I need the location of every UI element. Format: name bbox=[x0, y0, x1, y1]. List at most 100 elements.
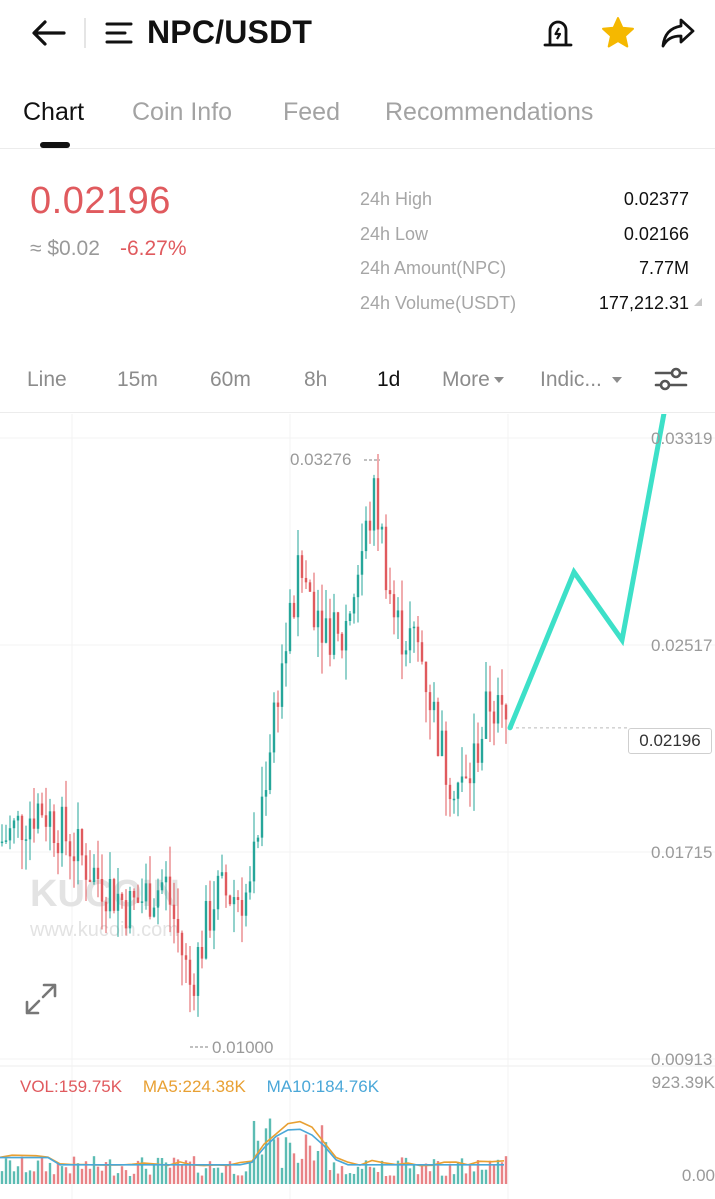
volume-bar bbox=[232, 1173, 236, 1184]
volume-bar bbox=[24, 1172, 28, 1184]
volume-bar bbox=[396, 1160, 400, 1184]
volume-bar bbox=[96, 1166, 100, 1184]
candle-body bbox=[80, 829, 84, 856]
candle-body bbox=[24, 839, 28, 841]
volume-bar bbox=[380, 1160, 384, 1184]
chart-grid bbox=[0, 414, 715, 1199]
volume-bar bbox=[340, 1166, 344, 1184]
candle-body bbox=[256, 837, 260, 842]
candle-body bbox=[356, 574, 360, 598]
volume-bar bbox=[76, 1163, 80, 1184]
candle-body bbox=[236, 897, 240, 900]
candlestick-chart[interactable]: KUCOIN www.kucoin.com 0.03319 0.02517 0.… bbox=[0, 414, 715, 1199]
tabs-divider bbox=[0, 148, 715, 149]
volume-bar bbox=[216, 1167, 220, 1184]
volume-bar bbox=[4, 1158, 8, 1184]
volume-bar bbox=[400, 1157, 404, 1184]
volume-bar bbox=[352, 1173, 356, 1184]
candle-body bbox=[376, 478, 380, 530]
candle-body bbox=[400, 610, 404, 655]
candle-body bbox=[452, 798, 456, 801]
interval-more-label: More bbox=[442, 368, 490, 391]
price-alert-icon[interactable] bbox=[542, 16, 574, 50]
tab-recommendations[interactable]: Recommendations bbox=[385, 98, 594, 126]
candle-body bbox=[184, 955, 188, 960]
volume-bar bbox=[460, 1158, 464, 1184]
tab-feed[interactable]: Feed bbox=[283, 98, 340, 126]
volume-bar bbox=[408, 1168, 412, 1184]
volume-bar bbox=[148, 1174, 152, 1184]
pair-title[interactable]: NPC/USDT bbox=[147, 14, 313, 50]
volume-bar bbox=[300, 1158, 304, 1184]
candle-body bbox=[328, 618, 332, 655]
tab-chart[interactable]: Chart bbox=[23, 98, 85, 126]
candle-body bbox=[220, 872, 224, 876]
volume-bar bbox=[192, 1156, 196, 1184]
candle-body bbox=[252, 841, 256, 882]
candle-body bbox=[472, 743, 476, 784]
menu-icon[interactable] bbox=[105, 21, 133, 45]
last-price: 0.02196 bbox=[30, 180, 171, 222]
volume-bar bbox=[152, 1163, 156, 1184]
candle-body bbox=[440, 730, 444, 757]
stat-value-24h-high: 0.02377 bbox=[623, 189, 689, 209]
stat-value-24h-amount: 7.77M bbox=[638, 258, 689, 278]
candle-body bbox=[480, 738, 484, 763]
volume-bar bbox=[332, 1162, 336, 1184]
volume-bar bbox=[56, 1163, 60, 1184]
interval-15m[interactable]: 15m bbox=[117, 368, 158, 391]
volume-bar bbox=[132, 1173, 136, 1184]
candle-body bbox=[180, 932, 184, 956]
candle-body bbox=[504, 704, 508, 720]
candle-body bbox=[104, 901, 108, 912]
volume-bar bbox=[436, 1161, 440, 1184]
candle-body bbox=[392, 594, 396, 618]
candle-body bbox=[396, 610, 400, 618]
interval-line[interactable]: Line bbox=[27, 368, 67, 391]
chevron-down-icon bbox=[611, 377, 622, 384]
volume-bar bbox=[88, 1168, 92, 1184]
candle-body bbox=[232, 897, 236, 905]
volume-bar bbox=[368, 1166, 372, 1184]
y-tick-label: 0.02517 bbox=[651, 636, 712, 655]
candle-body bbox=[188, 959, 192, 985]
volume-bar bbox=[120, 1166, 124, 1184]
candle-body bbox=[152, 907, 156, 917]
candle-body bbox=[484, 691, 488, 739]
share-icon[interactable] bbox=[660, 16, 696, 50]
candle-body bbox=[320, 610, 324, 643]
volume-bar bbox=[28, 1170, 32, 1184]
candle-body bbox=[268, 752, 272, 791]
price-change-percent: -6.27% bbox=[120, 237, 187, 260]
volume-bar bbox=[172, 1157, 176, 1184]
interval-more[interactable]: More bbox=[442, 368, 504, 392]
volume-bar bbox=[48, 1162, 52, 1184]
volume-bar bbox=[92, 1156, 96, 1184]
volume-bar bbox=[292, 1153, 296, 1184]
volume-bar bbox=[268, 1118, 272, 1184]
back-arrow-icon[interactable] bbox=[30, 18, 68, 48]
candle-body bbox=[488, 691, 492, 712]
tab-coin-info[interactable]: Coin Info bbox=[132, 98, 233, 126]
interval-8h[interactable]: 8h bbox=[304, 368, 328, 391]
favorite-star-icon[interactable] bbox=[600, 15, 636, 51]
volume-bar bbox=[224, 1165, 228, 1184]
candle-body bbox=[360, 551, 364, 575]
interval-60m[interactable]: 60m bbox=[210, 368, 251, 391]
candle-body bbox=[276, 702, 280, 707]
volume-bar bbox=[488, 1160, 492, 1184]
indicators-dropdown[interactable]: Indic... bbox=[540, 368, 622, 392]
candle-body bbox=[348, 613, 352, 621]
volume-bar bbox=[144, 1168, 148, 1184]
volume-bar bbox=[188, 1161, 192, 1184]
candle-body bbox=[284, 651, 288, 664]
candle-body bbox=[92, 867, 96, 883]
fullscreen-expand-icon[interactable] bbox=[24, 982, 58, 1016]
candle-body bbox=[84, 855, 88, 880]
volume-bar bbox=[8, 1160, 12, 1184]
indicators-label: Indic... bbox=[540, 368, 602, 391]
chart-settings-icon[interactable] bbox=[654, 366, 688, 392]
volume-bar bbox=[356, 1166, 360, 1184]
ma10-value: MA10:184.76K bbox=[266, 1077, 380, 1096]
interval-1d[interactable]: 1d bbox=[377, 368, 401, 391]
